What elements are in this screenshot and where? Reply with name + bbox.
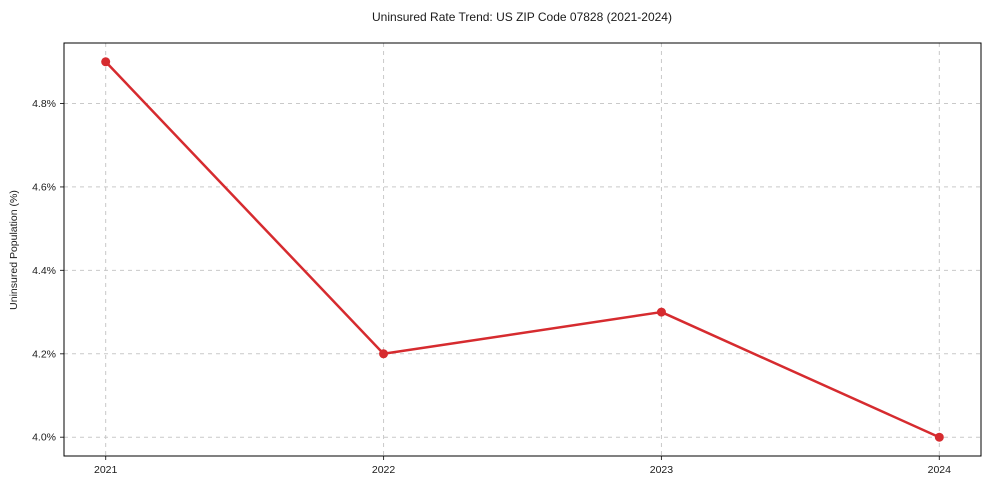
data-series [101,57,944,442]
y-axis-label: Uninsured Population (%) [8,190,20,310]
y-tick-label: 4.4% [32,265,56,277]
x-tick-label: 2021 [94,464,118,476]
data-point [379,349,389,359]
x-tick-label: 2024 [928,464,952,476]
y-tick-label: 4.8% [32,98,56,110]
x-tick-label: 2023 [650,464,674,476]
gridlines [64,43,981,456]
axis-ticks: 4.0% 4.2% 4.4% 4.6% 4.8% 2021 2022 2023 2024 [32,98,951,476]
y-tick-label: 4.6% [32,181,56,193]
chart-title: Uninsured Rate Trend: US ZIP Code 07828 … [372,10,672,24]
plot-border [63,42,982,457]
y-tick-label: 4.2% [32,348,56,360]
data-point [934,432,944,442]
x-tick-label: 2022 [372,464,396,476]
trend-line [104,60,941,439]
data-point [656,307,666,317]
y-tick-label: 4.0% [32,432,56,444]
data-point [101,57,111,67]
